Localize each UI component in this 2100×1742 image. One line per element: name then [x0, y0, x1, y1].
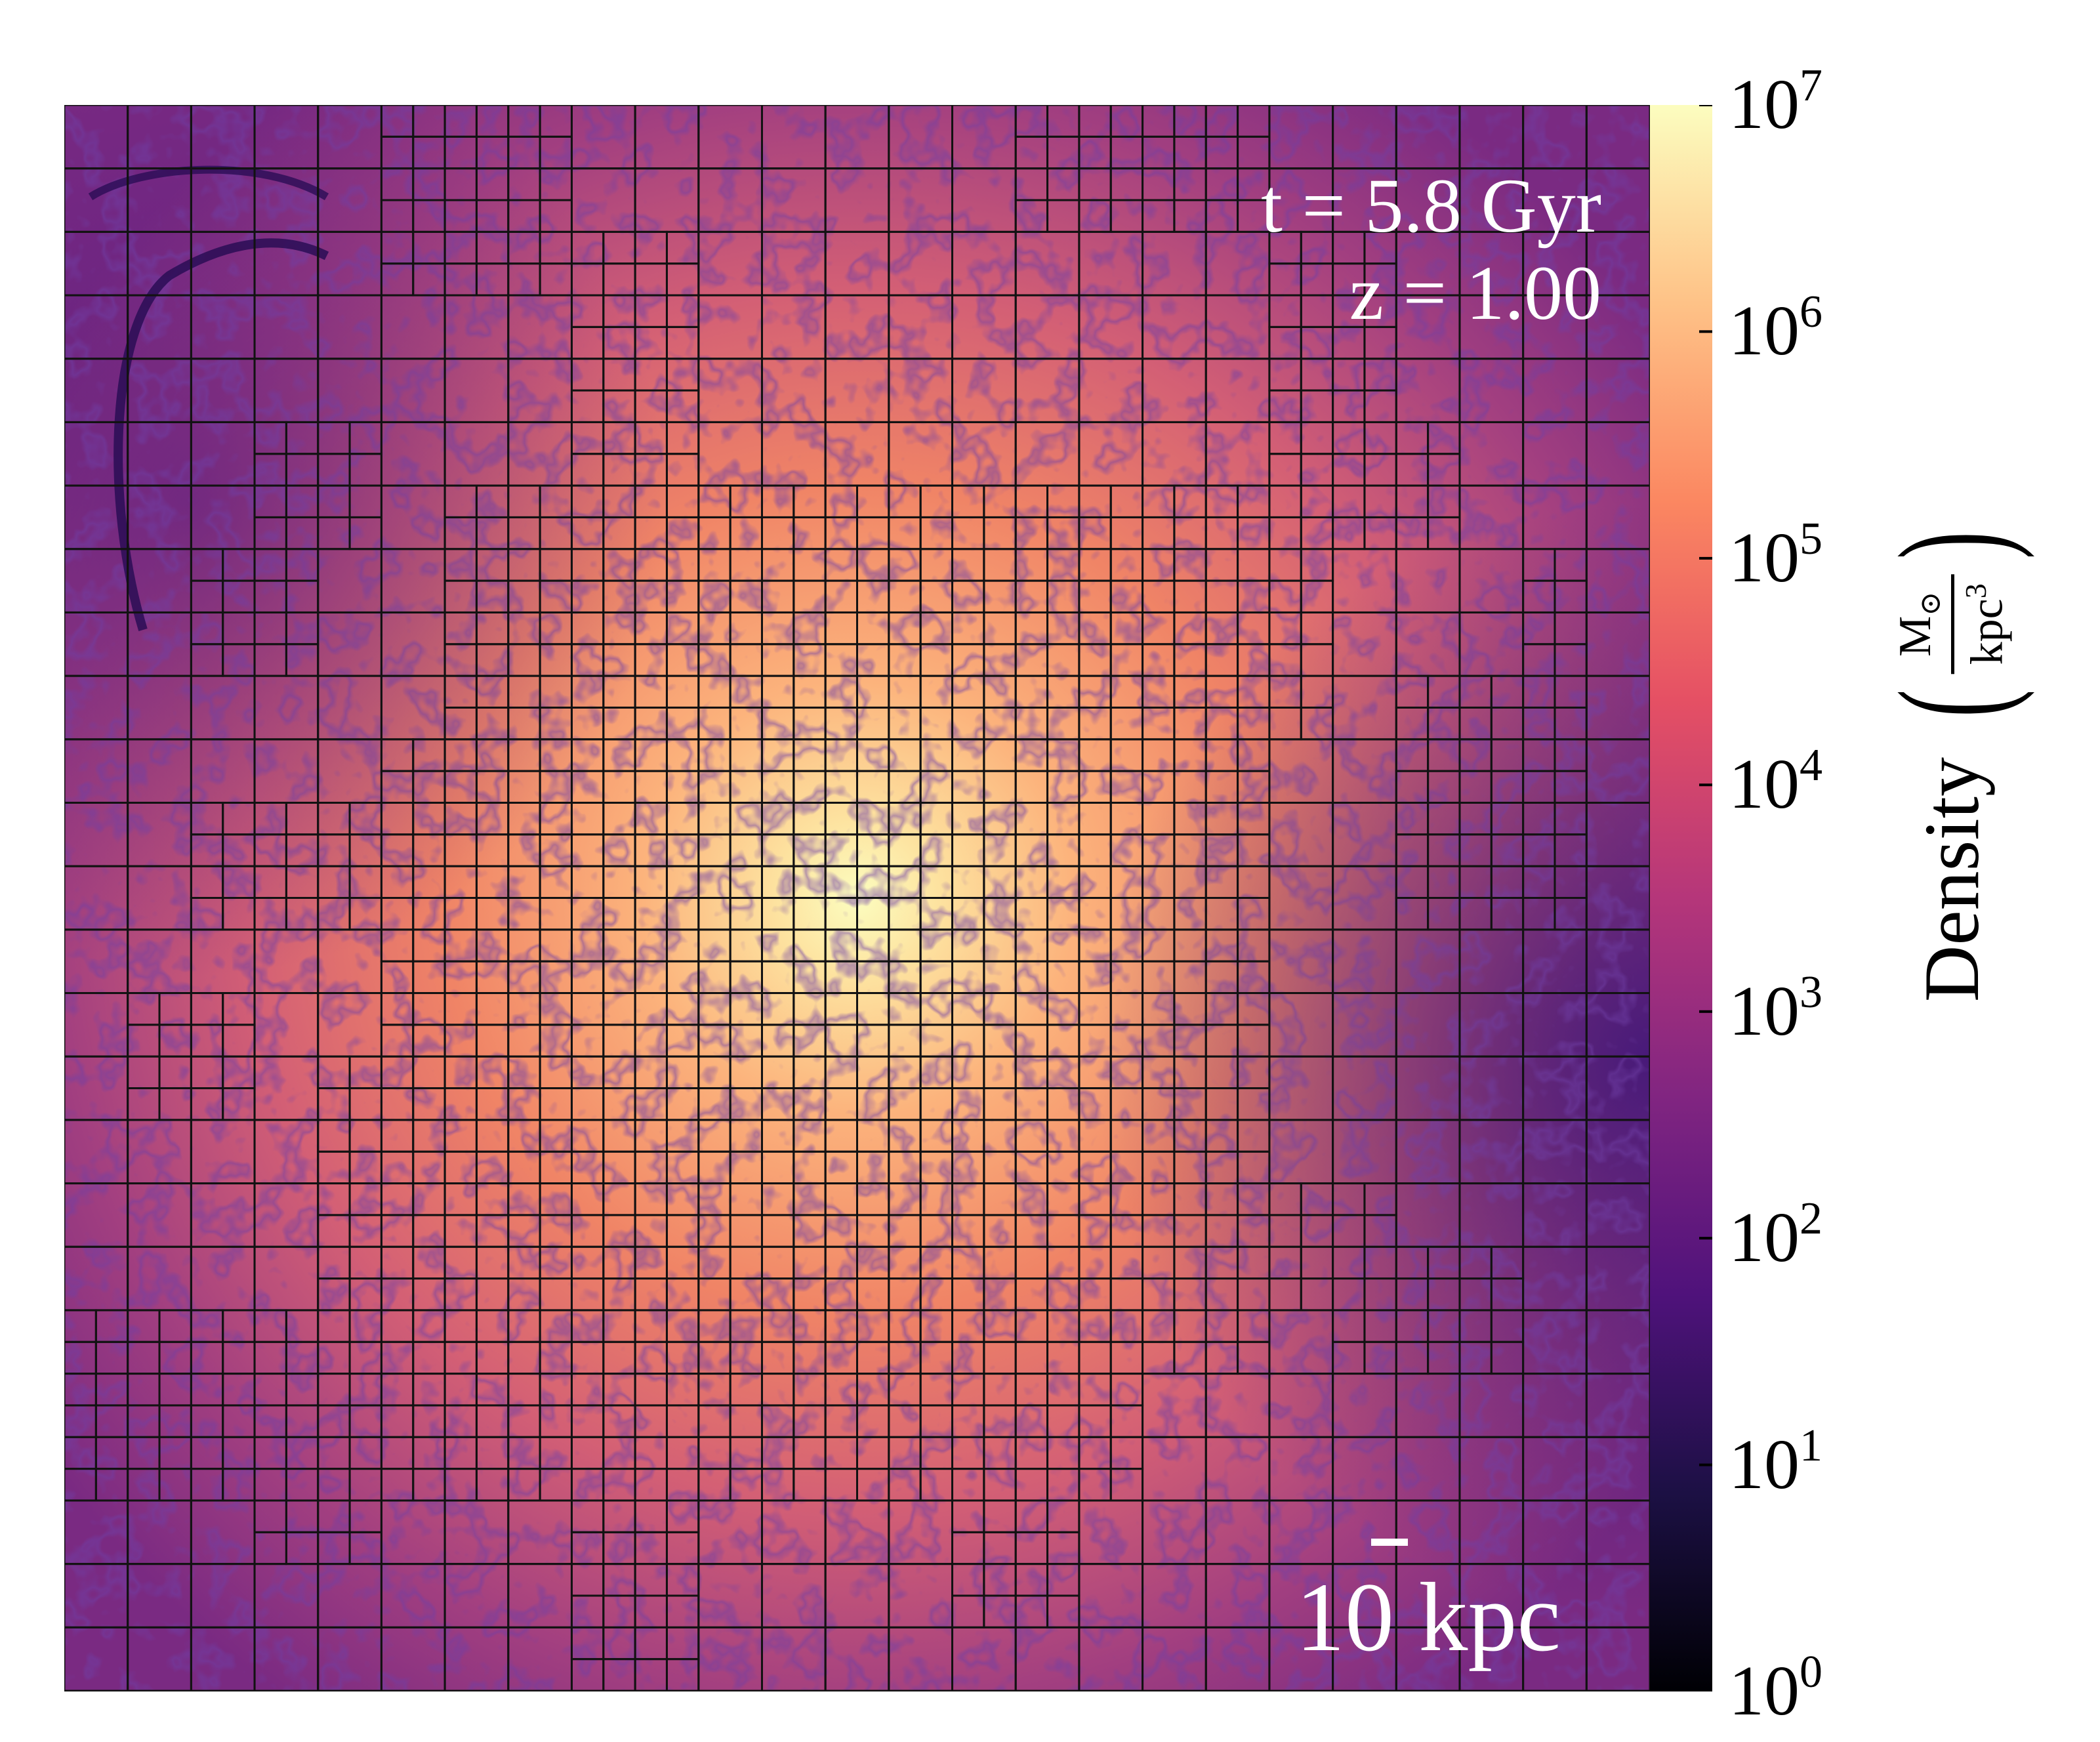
- scale-bar-label: 10 kpc: [1295, 1563, 1561, 1672]
- colorbar-tick-label: 106: [1729, 287, 1822, 371]
- colorbar-gradient: [1650, 105, 1712, 1691]
- shell-filament: [113, 238, 329, 632]
- colorbar-tick-label: 101: [1729, 1420, 1822, 1504]
- sun-symbol: ⊙: [1914, 591, 1947, 616]
- redshift-label: z = 1.00: [1349, 250, 1601, 336]
- amr-grid: [64, 105, 1650, 1691]
- density-map: [64, 105, 1650, 1691]
- amr-cell: [1585, 1626, 1650, 1691]
- colorbar-tick-label: 102: [1729, 1193, 1822, 1277]
- colorbar-tick-label: 100: [1729, 1647, 1822, 1730]
- scale-bar: [1371, 1539, 1408, 1546]
- time-label: t = 5.8 Gyr: [1261, 163, 1601, 249]
- colorbar-tick-label: 104: [1729, 740, 1822, 824]
- colorbar: [1650, 105, 1712, 1691]
- colorbar-units: ( M⊙ kpc3 ): [1868, 531, 2035, 717]
- colorbar-label: Density: [1908, 757, 1995, 1003]
- colorbar-tick-label: 103: [1729, 966, 1822, 1050]
- colorbar-tick-label: 107: [1729, 60, 1822, 144]
- colorbar-tick-label: 105: [1729, 513, 1822, 597]
- shell-filament: [88, 165, 329, 201]
